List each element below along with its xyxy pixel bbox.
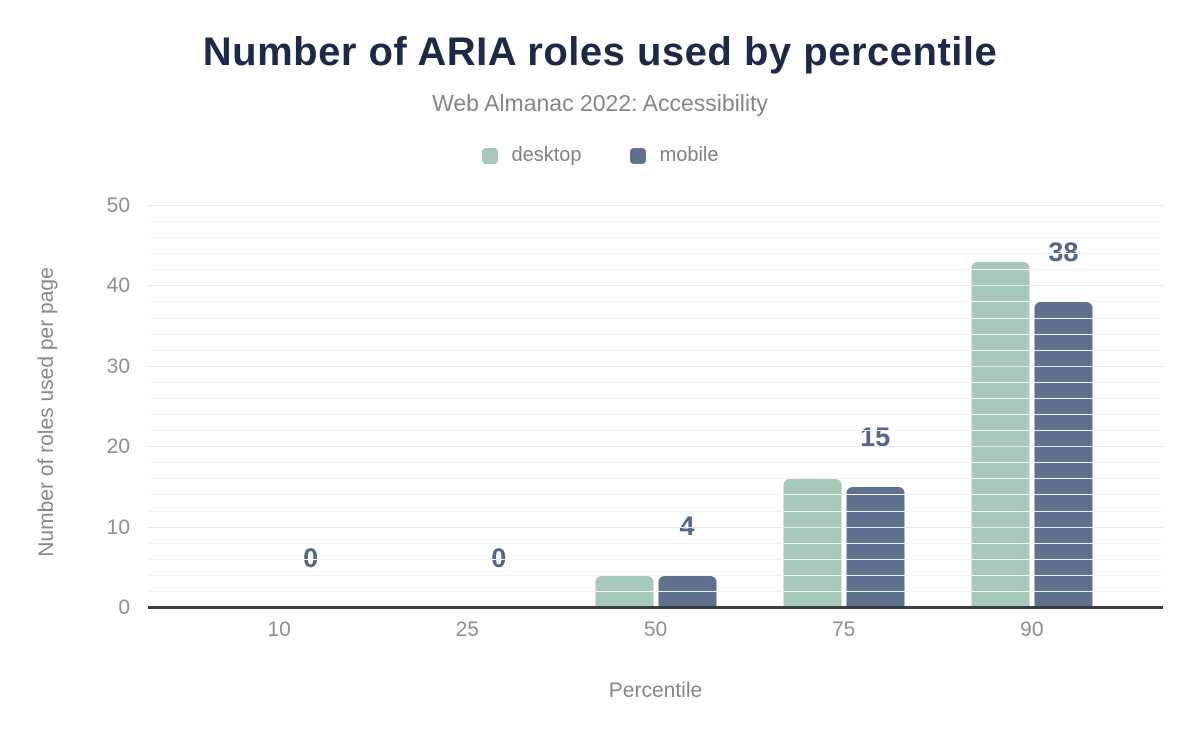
- minor-gridline: [148, 478, 1163, 480]
- y-tick-label: 40: [106, 274, 130, 298]
- x-axis-baseline: [148, 606, 1163, 609]
- legend-item-desktop[interactable]: desktop: [481, 144, 582, 167]
- x-tick-label: 90: [1020, 618, 1044, 641]
- minor-gridline: [148, 590, 1163, 592]
- minor-gridline: [148, 430, 1163, 432]
- y-tick-label: 10: [106, 515, 130, 539]
- y-tick-label: 20: [106, 435, 130, 459]
- y-tick-label: 30: [106, 354, 130, 378]
- legend-swatch-mobile-icon: [629, 147, 646, 164]
- minor-gridline: [148, 494, 1163, 496]
- y-tick-label: 0: [118, 596, 130, 619]
- bar-desktop-p50[interactable]: [595, 575, 653, 608]
- minor-gridline: [148, 462, 1163, 464]
- chart-subtitle: Web Almanac 2022: Accessibility: [432, 90, 768, 116]
- bar-group-p10: 0: [219, 206, 340, 608]
- minor-gridline: [148, 301, 1163, 303]
- major-gridline: [148, 446, 1163, 448]
- y-tick-label: 50: [106, 194, 130, 217]
- major-gridline: [148, 205, 1163, 206]
- legend-swatch-desktop-icon: [481, 147, 498, 164]
- minor-gridline: [148, 510, 1163, 512]
- major-gridline: [148, 365, 1163, 367]
- x-tick-label: 75: [831, 618, 856, 641]
- minor-gridline: [148, 397, 1163, 399]
- minor-gridline: [148, 269, 1163, 271]
- legend-label-mobile: mobile: [659, 144, 719, 166]
- x-axis-title: Percentile: [608, 679, 703, 702]
- value-label-p50: 4: [679, 510, 695, 541]
- bar-group-p50: 4: [595, 206, 716, 608]
- minor-gridline: [148, 542, 1163, 544]
- bar-group-p25: 0: [407, 206, 528, 608]
- minor-gridline: [148, 333, 1163, 335]
- minor-gridline: [148, 381, 1163, 383]
- bar-desktop-p90[interactable]: [971, 262, 1030, 608]
- legend-label-desktop: desktop: [511, 144, 582, 166]
- x-tick-label: 10: [267, 618, 291, 641]
- bar-mobile-p90[interactable]: [1034, 302, 1093, 608]
- x-axis-ticks: 10 25 50 75 90: [148, 619, 1163, 645]
- major-gridline: [148, 526, 1163, 528]
- minor-gridline: [148, 574, 1163, 576]
- y-axis-ticks: 0 10 20 30 40 50: [0, 195, 130, 618]
- minor-gridline: [148, 349, 1163, 351]
- chart-title: Number of ARIA roles used by percentile: [202, 30, 998, 74]
- bar-group-p75: 15: [783, 206, 905, 608]
- minor-gridline: [148, 253, 1163, 255]
- value-label-p90: 38: [1048, 237, 1079, 268]
- bar-desktop-p75[interactable]: [783, 479, 842, 608]
- bar-mobile-p50[interactable]: [658, 575, 716, 608]
- minor-gridline: [148, 558, 1163, 560]
- minor-gridline: [148, 414, 1163, 416]
- major-gridline: [148, 285, 1163, 287]
- x-tick-label: 25: [455, 618, 479, 641]
- value-label-p25: 0: [491, 543, 507, 573]
- plot-area: 0 0 4 15 38: [148, 205, 1163, 609]
- legend: desktop mobile: [0, 144, 1200, 167]
- minor-gridline: [148, 221, 1163, 223]
- bar-mobile-p75[interactable]: [846, 487, 905, 608]
- value-label-p10: 0: [303, 543, 319, 573]
- minor-gridline: [148, 317, 1163, 319]
- minor-gridline: [148, 237, 1163, 239]
- bar-group-p90: 38: [971, 206, 1093, 608]
- x-tick-label: 50: [643, 618, 668, 641]
- value-label-p75: 15: [860, 422, 891, 453]
- legend-item-mobile[interactable]: mobile: [629, 144, 719, 167]
